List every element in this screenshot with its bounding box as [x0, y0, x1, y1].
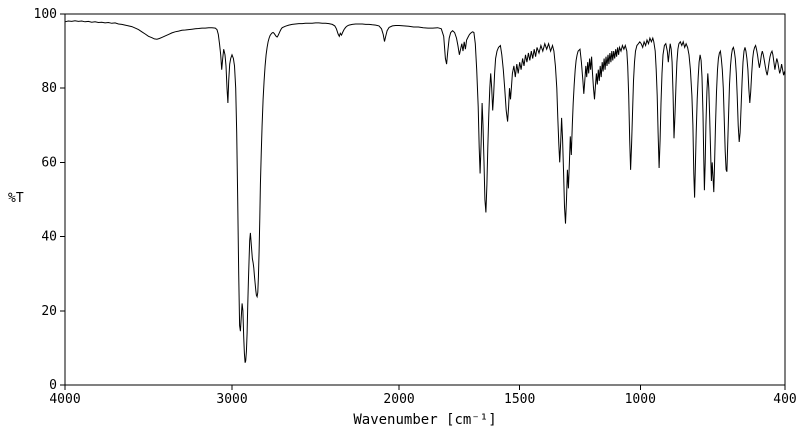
x-axis-title: Wavenumber [cm⁻¹]: [353, 412, 497, 428]
x-tick-label: 400: [773, 392, 796, 407]
y-tick-label: 40: [41, 230, 57, 245]
y-tick-label: 20: [41, 304, 57, 319]
x-tick-label: 1000: [625, 392, 656, 407]
plot-frame: [64, 13, 786, 386]
y-tick-label: 100: [34, 7, 57, 22]
y-tick-label: 0: [49, 378, 57, 393]
y-axis-title: %T: [8, 191, 24, 206]
y-tick-label: 60: [41, 155, 57, 170]
x-tick-label: 3000: [216, 392, 247, 407]
spectrum-trace: [64, 20, 786, 363]
x-tick-label: 2000: [383, 392, 414, 407]
x-tick-label: 1500: [504, 392, 535, 407]
y-tick-label: 80: [41, 81, 57, 96]
x-tick-label: 4000: [49, 392, 80, 407]
